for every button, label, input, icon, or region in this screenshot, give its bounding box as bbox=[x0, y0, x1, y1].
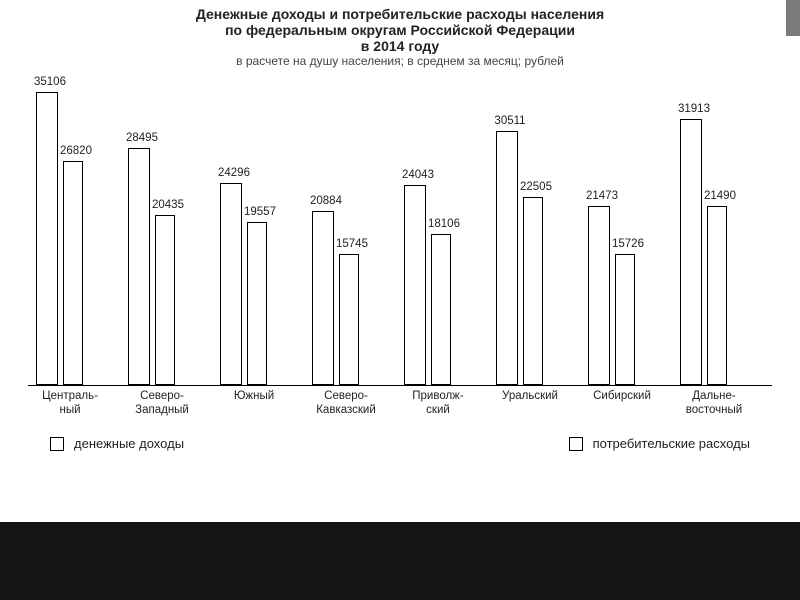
bar-value-label: 26820 bbox=[53, 145, 99, 157]
legend-label: денежные доходы bbox=[74, 436, 184, 451]
bar bbox=[36, 92, 58, 385]
bar-value-label: 31913 bbox=[670, 103, 718, 115]
bar bbox=[339, 254, 359, 385]
title-line-2: по федеральным округам Российской Федера… bbox=[0, 22, 800, 38]
legend-swatch-icon bbox=[50, 437, 64, 451]
x-axis-label: Централь-ный bbox=[30, 390, 110, 418]
bar bbox=[496, 131, 518, 385]
bottom-decor bbox=[0, 522, 800, 600]
x-axis-label: Дальне-восточный bbox=[674, 390, 754, 418]
bar bbox=[247, 222, 267, 385]
legend-swatch-icon bbox=[569, 437, 583, 451]
bar-value-label: 24296 bbox=[210, 167, 258, 179]
bar bbox=[680, 119, 702, 385]
legend-label: потребительские расходы bbox=[593, 436, 750, 451]
bar-value-label: 19557 bbox=[237, 206, 283, 218]
plot-area: 3510626820284952043524296195572088415745… bbox=[28, 86, 772, 386]
bar bbox=[523, 197, 543, 385]
bar-value-label: 28495 bbox=[118, 132, 166, 144]
x-axis-label: Сибирский bbox=[582, 390, 662, 404]
bar bbox=[155, 215, 175, 385]
x-axis-label: Южный bbox=[214, 390, 294, 404]
bar-value-label: 20435 bbox=[145, 199, 191, 211]
bar bbox=[404, 185, 426, 385]
bar-value-label: 15745 bbox=[329, 238, 375, 250]
side-decor bbox=[786, 0, 800, 36]
x-axis-label: Северо-Западный bbox=[122, 390, 202, 418]
bar bbox=[431, 234, 451, 385]
chart-title-block: Денежные доходы и потребительские расход… bbox=[0, 0, 800, 68]
bar-value-label: 35106 bbox=[26, 76, 74, 88]
bar-value-label: 24043 bbox=[394, 169, 442, 181]
x-axis-label: Уральский bbox=[490, 390, 570, 404]
bar bbox=[128, 148, 150, 385]
bar bbox=[63, 161, 83, 385]
x-axis-label: Приволж-ский bbox=[398, 390, 478, 418]
legend: денежные доходы потребительские расходы bbox=[50, 436, 750, 451]
bar-value-label: 21473 bbox=[578, 190, 626, 202]
bar-value-label: 30511 bbox=[486, 115, 534, 127]
x-axis-label: Северо-Кавказский bbox=[306, 390, 386, 418]
bar-value-label: 15726 bbox=[605, 238, 651, 250]
bar-value-label: 18106 bbox=[421, 218, 467, 230]
bar-value-label: 22505 bbox=[513, 181, 559, 193]
bar bbox=[588, 206, 610, 385]
title-line-1: Денежные доходы и потребительские расход… bbox=[0, 6, 800, 22]
legend-item-income: денежные доходы bbox=[50, 436, 184, 451]
legend-item-expenses: потребительские расходы bbox=[569, 436, 750, 451]
bar-value-label: 21490 bbox=[697, 190, 743, 202]
title-line-3: в 2014 году bbox=[0, 38, 800, 54]
chart-subtitle: в расчете на душу населения; в среднем з… bbox=[0, 54, 800, 68]
bar bbox=[707, 206, 727, 385]
bar-value-label: 20884 bbox=[302, 195, 350, 207]
x-axis-labels: Централь-ный Северо-Западный Южный Северо-К… bbox=[28, 390, 772, 430]
chart-container: Денежные доходы и потребительские расход… bbox=[0, 0, 800, 600]
bar bbox=[615, 254, 635, 385]
